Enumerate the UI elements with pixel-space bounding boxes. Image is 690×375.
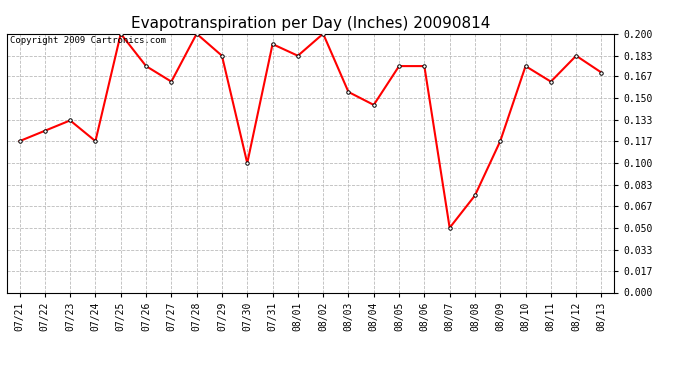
- Title: Evapotranspiration per Day (Inches) 20090814: Evapotranspiration per Day (Inches) 2009…: [131, 16, 490, 31]
- Text: Copyright 2009 Cartronics.com: Copyright 2009 Cartronics.com: [10, 36, 166, 45]
